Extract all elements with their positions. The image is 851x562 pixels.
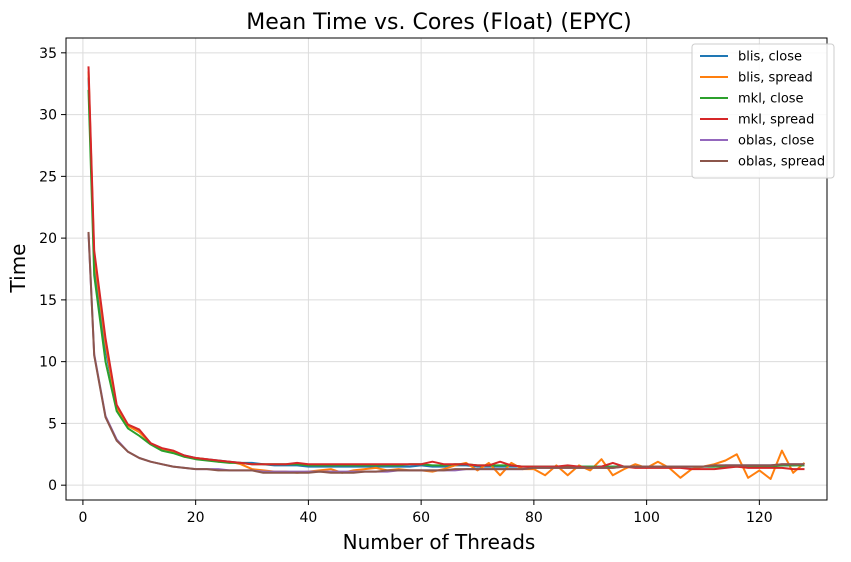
legend-label: blis, spread	[738, 71, 813, 86]
x-tick-label: 60	[412, 510, 430, 526]
legend-label: oblas, spread	[738, 155, 825, 170]
y-tick-label: 0	[48, 478, 57, 494]
y-tick-label: 10	[39, 355, 57, 371]
y-tick-label: 35	[39, 46, 57, 62]
x-tick-label: 40	[299, 510, 317, 526]
plot-frame	[65, 37, 828, 501]
chart-title: Mean Time vs. Cores (Float) (EPYC)	[246, 10, 632, 35]
x-tick-label: 80	[525, 510, 543, 526]
y-tick-label: 30	[39, 108, 57, 124]
x-tick-label: 0	[78, 510, 87, 526]
y-tick-label: 20	[39, 231, 57, 247]
x-axis-label: Number of Threads	[343, 530, 536, 554]
series-line-mkl-spread	[87, 66, 805, 471]
series-lines	[87, 66, 806, 480]
x-tick-label: 20	[187, 510, 205, 526]
x-tick-label: 100	[633, 510, 660, 526]
legend-label: mkl, spread	[738, 113, 814, 128]
legend-label: oblas, close	[738, 134, 814, 149]
grid-lines	[66, 38, 827, 500]
legend-label: blis, close	[738, 50, 802, 65]
x-tick-label: 120	[746, 510, 773, 526]
y-tick-label: 15	[39, 293, 57, 309]
series-line-oblas-spread	[87, 231, 805, 474]
y-tick-label: 25	[39, 169, 57, 185]
axis-ticks: 0 20 40 60 80 100 120 0 5 10 15 20 25 30 35	[39, 46, 773, 526]
legend: blis, close blis, spread mkl, close mkl, sp…	[691, 43, 835, 179]
y-tick-label: 5	[48, 416, 57, 432]
y-axis-label: Time	[6, 244, 30, 294]
legend-label: mkl, close	[738, 92, 804, 107]
